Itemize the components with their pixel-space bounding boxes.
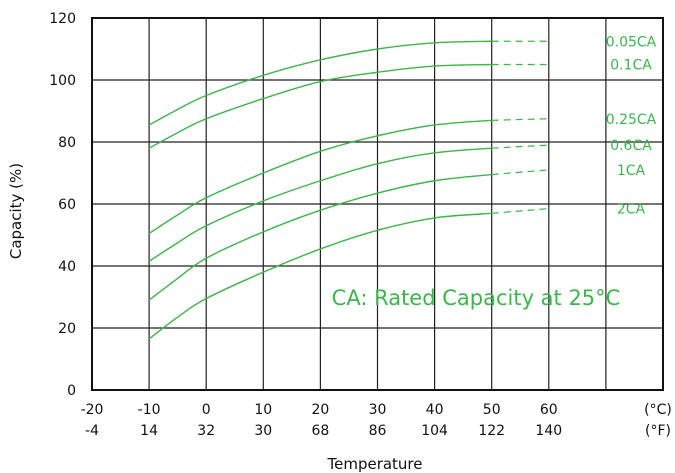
y-axis-label: Capacity (%) [7,163,25,259]
plot-border [91,17,664,391]
x-tick-label-f-4: 68 [311,423,329,439]
x-tick-label-c-1: -10 [138,402,161,418]
y-tick-label-0: 0 [67,383,76,399]
x-unit-celsius: (°C) [644,402,672,418]
series-label-0.6CA: 0.6CA [610,138,652,154]
x-tick-label-f-3: 30 [254,423,272,439]
y-tick-label-4: 80 [58,135,76,151]
series-line-0.1CA [148,63,492,149]
x-tick-label-f-6: 104 [421,423,448,439]
x-unit-fahrenheit: (°F) [645,423,671,439]
series-extension-2CA [491,208,549,214]
grid [91,17,664,391]
x-tick-label-c-2: 0 [202,402,211,418]
y-tick-labels: 0 20 40 60 80 100 120 [49,11,76,399]
series-lines [148,40,492,340]
x-tick-label-f-7: 122 [478,423,505,439]
series-extension-1CA [491,169,549,176]
x-tick-label-f-1: 14 [140,423,158,439]
x-tick-label-f-2: 32 [197,423,215,439]
x-tick-label-c-8: 60 [540,402,558,418]
y-tick-label-5: 100 [49,73,76,89]
series-extension-0.25CA [491,118,549,121]
x-tick-label-c-6: 40 [426,402,444,418]
y-tick-label-3: 60 [58,197,76,213]
series-label-0.25CA: 0.25CA [606,112,657,128]
series-line-0.25CA [148,119,492,235]
series-label-1CA: 1CA [617,163,646,179]
series-label-2CA: 2CA [617,202,646,218]
x-tick-label-f-0: -4 [85,423,99,439]
x-tick-label-c-0: -20 [81,402,104,418]
series-extension-0.6CA [491,144,549,149]
series-extensions [491,40,549,214]
series-line-2CA [148,212,492,340]
x-tick-label-c-4: 20 [311,402,329,418]
x-tick-label-c-7: 50 [483,402,501,418]
x-tick-label-f-5: 86 [369,423,387,439]
series-label-0.1CA: 0.1CA [610,58,652,74]
x-axis-label: Temperature [326,455,422,473]
y-tick-label-6: 120 [49,11,76,27]
series-line-0.05CA [148,40,492,126]
series-line-0.6CA [148,147,492,262]
x-tick-label-c-3: 10 [254,402,272,418]
x-tick-label-c-5: 30 [369,402,387,418]
y-tick-label-1: 20 [58,321,76,337]
series-line-1CA [148,173,492,301]
y-tick-label-2: 40 [58,259,76,275]
series-labels: 0.05CA 0.1CA 0.25CA 0.6CA 1CA 2CA [606,34,657,217]
rated-capacity-note: CA: Rated Capacity at 25°C [332,286,621,310]
series-label-0.05CA: 0.05CA [606,34,657,50]
x-tick-label-f-8: 140 [535,423,562,439]
plot-frame [91,17,664,391]
